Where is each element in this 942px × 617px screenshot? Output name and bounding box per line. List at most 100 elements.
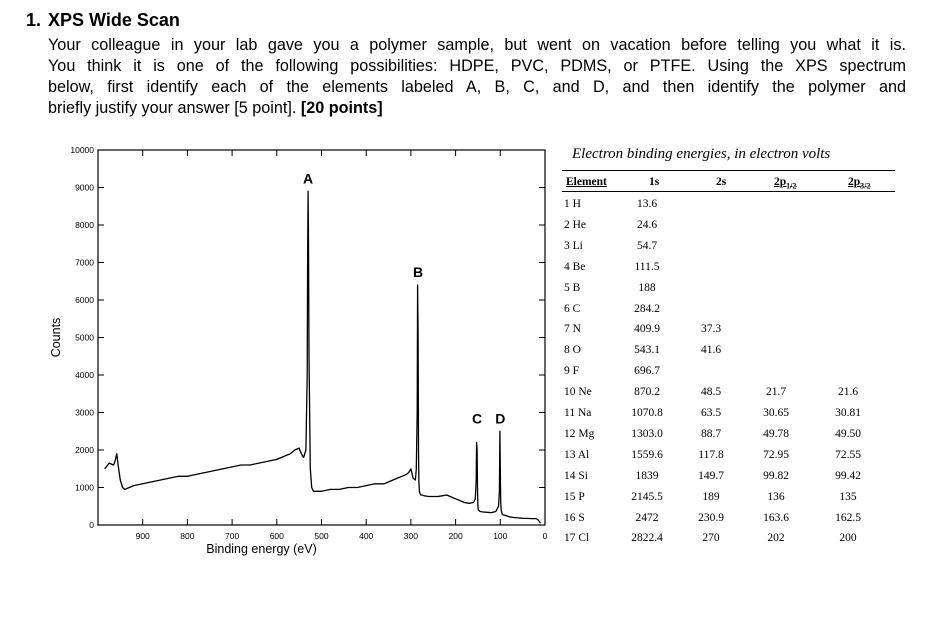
cell-1s: 188	[638, 281, 656, 294]
cell-element: 6 C	[564, 302, 581, 315]
y-tick-label: 3000	[75, 408, 94, 418]
cell-1s: 2145.5	[631, 490, 663, 503]
cell-element: 9 F	[564, 365, 580, 378]
table-row: 2 He 24.6	[556, 219, 896, 240]
cell-2p3-2: 21.6	[837, 386, 859, 399]
cell-2s: 149.7	[698, 469, 724, 482]
cell-1s: 870.2	[634, 386, 660, 399]
y-tick-label: 10000	[70, 145, 94, 155]
x-tick-label: 200	[449, 531, 463, 541]
y-tick-label: 6000	[75, 295, 94, 305]
header-2s: 2s	[716, 176, 727, 188]
xps-spectrum-chart: 900 800 700 600 500 400 300 200 100 0010002000300…	[49, 145, 548, 556]
cell-element: 8 O	[564, 344, 581, 357]
table-row: 8 O 543.1 41.6	[556, 344, 896, 365]
question-line: Your colleague in your lab gave you a po…	[48, 36, 906, 54]
cell-2s: 270	[702, 532, 720, 545]
x-tick-label: 700	[225, 531, 239, 541]
cell-element: 12 Mg	[564, 427, 595, 440]
x-tick-label: 500	[314, 531, 328, 541]
y-tick-label: 0	[89, 520, 94, 530]
table-row: 16 S 2472 230.9 163.6 162.5	[556, 512, 896, 533]
table-row: 12 Mg 1303.0 88.7 49.78 49.50	[556, 428, 896, 449]
cell-2p1-2: 99.82	[763, 469, 789, 482]
cell-2s: 117.8	[698, 448, 724, 461]
y-tick-label: 4000	[75, 370, 94, 380]
cell-element: 16 S	[564, 511, 585, 524]
question-line: below, first identify each of the elemen…	[48, 78, 906, 96]
y-tick-label: 2000	[75, 445, 94, 455]
cell-2p3-2: 162.5	[835, 511, 861, 524]
header-2p1-2: 2p1/2	[774, 176, 797, 191]
table-top-rule	[562, 170, 895, 171]
cell-element: 7 N	[564, 323, 581, 336]
table-row: 11 Na 1070.8 63.5 30.65 30.81	[556, 407, 896, 428]
cell-1s: 2472	[635, 511, 659, 524]
peak-label-d: D	[495, 410, 505, 426]
cell-1s: 13.6	[636, 198, 658, 210]
cell-2s: 41.6	[700, 344, 722, 357]
cell-1s: 696.7	[634, 365, 660, 378]
table-row: 10 Ne 870.2 48.5 21.7 21.6	[556, 386, 896, 407]
cell-2p1-2: 163.6	[763, 511, 789, 524]
cell-2p1-2: 136	[767, 490, 785, 503]
cell-2s: 48.5	[700, 386, 722, 399]
cell-1s: 1839	[635, 469, 659, 482]
question-number: 1.	[26, 10, 42, 30]
table-row: 9 F 696.7	[556, 365, 896, 386]
question-line: briefly justify your answer [5 point]. […	[48, 98, 906, 119]
x-axis-title: Binding energy (eV)	[206, 542, 316, 556]
cell-element: 13 Al	[564, 448, 590, 461]
points-label: [20 points]	[300, 99, 383, 117]
y-tick-label: 5000	[75, 333, 94, 343]
cell-1s: 111.5	[634, 260, 660, 273]
cell-element: 4 Be	[564, 260, 586, 273]
question-body: Your colleague in your lab gave you a po…	[48, 35, 906, 119]
spectrum-line	[104, 190, 542, 524]
x-tick-label: 900	[136, 531, 150, 541]
cell-2s: 230.9	[698, 511, 724, 524]
table-row: 13 Al 1559.6 117.8 72.95 72.55	[556, 449, 896, 470]
question-title: XPS Wide Scan	[48, 10, 180, 30]
question-line: You think it is one of the following pos…	[48, 57, 906, 75]
x-tick-label: 600	[270, 531, 284, 541]
cell-element: 11 Na	[564, 407, 592, 419]
x-tick-label: 300	[404, 531, 418, 541]
y-tick-label: 9000	[75, 183, 94, 193]
cell-2p3-2: 72.55	[835, 448, 861, 461]
cell-element: 1 H	[564, 198, 581, 210]
y-tick-label: 7000	[75, 258, 94, 268]
cell-2p1-2: 30.65	[763, 407, 789, 419]
table-row: 17 Cl 2822.4 270 202 200	[556, 532, 896, 553]
cell-1s: 24.6	[636, 218, 658, 231]
table-row: 6 C 284.2	[556, 303, 896, 324]
cell-element: 14 Si	[564, 469, 588, 482]
cell-2p1-2: 202	[767, 532, 785, 545]
cell-2p3-2: 200	[839, 532, 857, 545]
cell-1s: 284.2	[634, 302, 660, 315]
x-tick-label: 400	[359, 531, 373, 541]
y-tick-label: 8000	[75, 220, 94, 230]
header-element: Element	[566, 176, 607, 188]
header-2p3-2: 2p3/2	[848, 176, 871, 191]
table-row: 3 Li 54.7	[556, 240, 896, 261]
cell-1s: 54.7	[636, 239, 658, 252]
peak-label-c: C	[472, 410, 482, 426]
cell-2p1-2: 49.78	[763, 427, 789, 440]
cell-1s: 1070.8	[631, 407, 663, 419]
table-row: 14 Si 1839 149.7 99.82 99.42	[556, 470, 896, 491]
cell-element: 5 B	[564, 281, 581, 294]
table-row: 5 B 188	[556, 282, 896, 303]
cell-2p3-2: 30.81	[835, 407, 861, 419]
table-row: 7 N 409.9 37.3	[556, 323, 896, 344]
cell-2s: 37.3	[700, 323, 722, 336]
cell-2s: 63.5	[700, 407, 722, 419]
table-row: 4 Be 111.5	[556, 261, 896, 282]
cell-1s: 409.9	[634, 323, 660, 336]
x-tick-label: 0	[543, 531, 548, 541]
peak-label-b: B	[413, 264, 423, 280]
cell-1s: 2822.4	[631, 532, 663, 545]
cell-1s: 1303.0	[631, 427, 663, 440]
cell-2s: 189	[702, 490, 720, 503]
table-row: 1 H 13.6	[556, 198, 896, 219]
